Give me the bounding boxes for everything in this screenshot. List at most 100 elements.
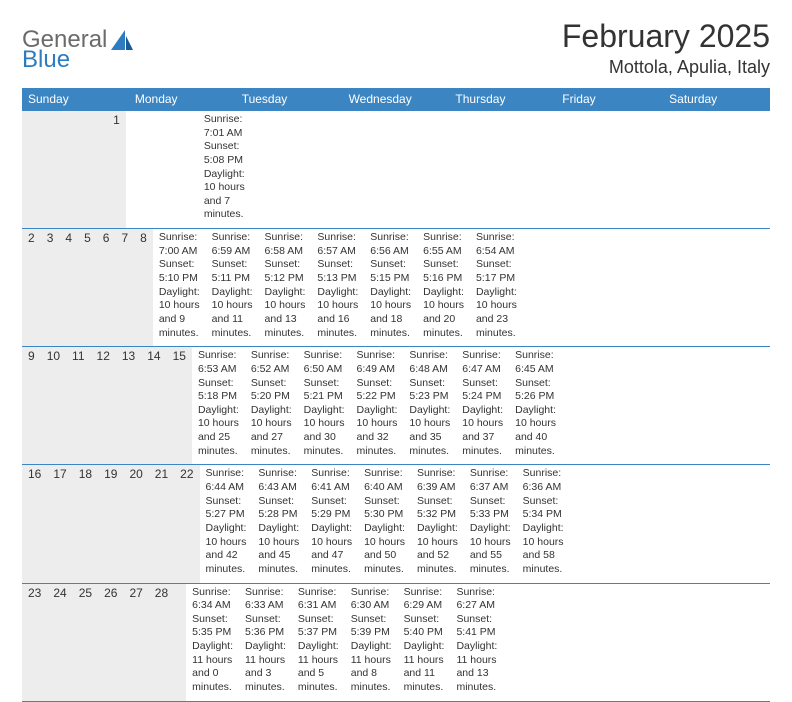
day-detail: Sunrise: 6:54 AMSunset: 5:17 PMDaylight:…: [470, 229, 523, 346]
day-number: 15: [167, 347, 192, 464]
sunrise-line: Sunrise: 7:01 AM: [204, 113, 245, 140]
sunset-line: Sunset: 5:17 PM: [476, 258, 517, 285]
detail-band: Sunrise: 7:00 AMSunset: 5:10 PMDaylight:…: [153, 229, 523, 346]
day-detail: [138, 111, 150, 228]
day-number: 24: [47, 584, 72, 701]
sunset-line: Sunset: 5:16 PM: [423, 258, 464, 285]
sunset-line: Sunset: 5:21 PM: [304, 377, 345, 404]
logo-sail-icon: [111, 30, 133, 50]
daynum-band: 9101112131415: [22, 347, 192, 464]
sunset-line: Sunset: 5:30 PM: [364, 495, 405, 522]
daylight-line: Daylight: 11 hours and 5 minutes.: [298, 640, 339, 695]
day-number: 10: [41, 347, 66, 464]
day-detail: Sunrise: 6:55 AMSunset: 5:16 PMDaylight:…: [417, 229, 470, 346]
day-detail: [174, 111, 186, 228]
day-number: [22, 111, 36, 228]
location: Mottola, Apulia, Italy: [562, 57, 770, 78]
day-number: 27: [123, 584, 148, 701]
sunrise-line: Sunrise: 6:45 AM: [515, 349, 556, 376]
day-number: [65, 111, 79, 228]
day-number: 20: [123, 465, 148, 582]
day-detail: Sunrise: 6:29 AMSunset: 5:40 PMDaylight:…: [398, 584, 451, 701]
day-number: 17: [47, 465, 72, 582]
day-detail: Sunrise: 6:31 AMSunset: 5:37 PMDaylight:…: [292, 584, 345, 701]
day-number: 19: [98, 465, 123, 582]
weekday-cell: Saturday: [663, 88, 770, 110]
day-number: 4: [59, 229, 78, 346]
day-number: 14: [141, 347, 166, 464]
weekday-row: SundayMondayTuesdayWednesdayThursdayFrid…: [22, 88, 770, 110]
day-number: [79, 111, 93, 228]
day-detail: Sunrise: 6:59 AMSunset: 5:11 PMDaylight:…: [206, 229, 259, 346]
sunrise-line: Sunrise: 6:52 AM: [251, 349, 292, 376]
sunset-line: Sunset: 5:18 PM: [198, 377, 239, 404]
daylight-line: Daylight: 10 hours and 30 minutes.: [304, 404, 345, 459]
daylight-line: Daylight: 10 hours and 23 minutes.: [476, 286, 517, 341]
sunrise-line: Sunrise: 6:40 AM: [364, 467, 405, 494]
title-block: February 2025 Mottola, Apulia, Italy: [562, 18, 770, 78]
sunset-line: Sunset: 5:36 PM: [245, 613, 286, 640]
sunset-line: Sunset: 5:34 PM: [523, 495, 564, 522]
header: General February 2025 Mottola, Apulia, I…: [22, 18, 770, 78]
day-detail: Sunrise: 6:43 AMSunset: 5:28 PMDaylight:…: [252, 465, 305, 582]
sunset-line: Sunset: 5:08 PM: [204, 140, 245, 167]
calendar: SundayMondayTuesdayWednesdayThursdayFrid…: [22, 88, 770, 702]
day-detail: Sunrise: 6:30 AMSunset: 5:39 PMDaylight:…: [345, 584, 398, 701]
week-row: 2345678Sunrise: 7:00 AMSunset: 5:10 PMDa…: [22, 228, 770, 346]
sunset-line: Sunset: 5:26 PM: [515, 377, 556, 404]
sunrise-line: Sunrise: 6:34 AM: [192, 586, 233, 613]
day-detail: [150, 111, 162, 228]
sunrise-line: Sunrise: 6:37 AM: [470, 467, 511, 494]
sunset-line: Sunset: 5:28 PM: [258, 495, 299, 522]
day-detail: Sunrise: 6:56 AMSunset: 5:15 PMDaylight:…: [364, 229, 417, 346]
daylight-line: Daylight: 10 hours and 32 minutes.: [357, 404, 398, 459]
day-detail: Sunrise: 6:36 AMSunset: 5:34 PMDaylight:…: [517, 465, 570, 582]
day-number: 25: [73, 584, 98, 701]
sunrise-line: Sunrise: 6:48 AM: [409, 349, 450, 376]
sunset-line: Sunset: 5:23 PM: [409, 377, 450, 404]
sunrise-line: Sunrise: 6:41 AM: [311, 467, 352, 494]
sunrise-line: Sunrise: 6:59 AM: [212, 231, 253, 258]
sunrise-line: Sunrise: 7:00 AM: [159, 231, 200, 258]
sunrise-line: Sunrise: 6:36 AM: [523, 467, 564, 494]
day-number: 13: [116, 347, 141, 464]
daylight-line: Daylight: 10 hours and 55 minutes.: [470, 522, 511, 577]
daylight-line: Daylight: 10 hours and 16 minutes.: [317, 286, 358, 341]
daylight-line: Daylight: 10 hours and 20 minutes.: [423, 286, 464, 341]
day-detail: Sunrise: 6:37 AMSunset: 5:33 PMDaylight:…: [464, 465, 517, 582]
day-number: 3: [41, 229, 60, 346]
sunset-line: Sunset: 5:39 PM: [351, 613, 392, 640]
weekday-cell: Tuesday: [236, 88, 343, 110]
sunrise-line: Sunrise: 6:43 AM: [258, 467, 299, 494]
sunrise-line: Sunrise: 6:53 AM: [198, 349, 239, 376]
sunrise-line: Sunrise: 6:27 AM: [456, 586, 497, 613]
daylight-line: Daylight: 10 hours and 13 minutes.: [265, 286, 306, 341]
daylight-line: Daylight: 10 hours and 9 minutes.: [159, 286, 200, 341]
day-detail: Sunrise: 7:01 AMSunset: 5:08 PMDaylight:…: [198, 111, 251, 228]
sunset-line: Sunset: 5:12 PM: [265, 258, 306, 285]
day-detail: Sunrise: 6:57 AMSunset: 5:13 PMDaylight:…: [311, 229, 364, 346]
sunset-line: Sunset: 5:20 PM: [251, 377, 292, 404]
sunrise-line: Sunrise: 6:31 AM: [298, 586, 339, 613]
daylight-line: Daylight: 11 hours and 8 minutes.: [351, 640, 392, 695]
daynum-band: 2345678: [22, 229, 153, 346]
logo-text-blue: Blue: [22, 46, 70, 74]
day-number: 21: [149, 465, 174, 582]
daynum-band: 232425262728: [22, 584, 186, 701]
day-detail: [126, 111, 138, 228]
day-number: 7: [115, 229, 134, 346]
daylight-line: Daylight: 10 hours and 50 minutes.: [364, 522, 405, 577]
day-number: 12: [91, 347, 116, 464]
day-number: 6: [97, 229, 116, 346]
daylight-line: Daylight: 10 hours and 11 minutes.: [212, 286, 253, 341]
day-detail: [186, 111, 198, 228]
day-detail: [162, 111, 174, 228]
day-number: 5: [78, 229, 97, 346]
sunset-line: Sunset: 5:24 PM: [462, 377, 503, 404]
sunrise-line: Sunrise: 6:58 AM: [265, 231, 306, 258]
day-number: 1: [107, 111, 126, 228]
daylight-line: Daylight: 10 hours and 35 minutes.: [409, 404, 450, 459]
day-detail: Sunrise: 6:27 AMSunset: 5:41 PMDaylight:…: [450, 584, 503, 701]
sunrise-line: Sunrise: 6:56 AM: [370, 231, 411, 258]
daylight-line: Daylight: 10 hours and 7 minutes.: [204, 168, 245, 223]
